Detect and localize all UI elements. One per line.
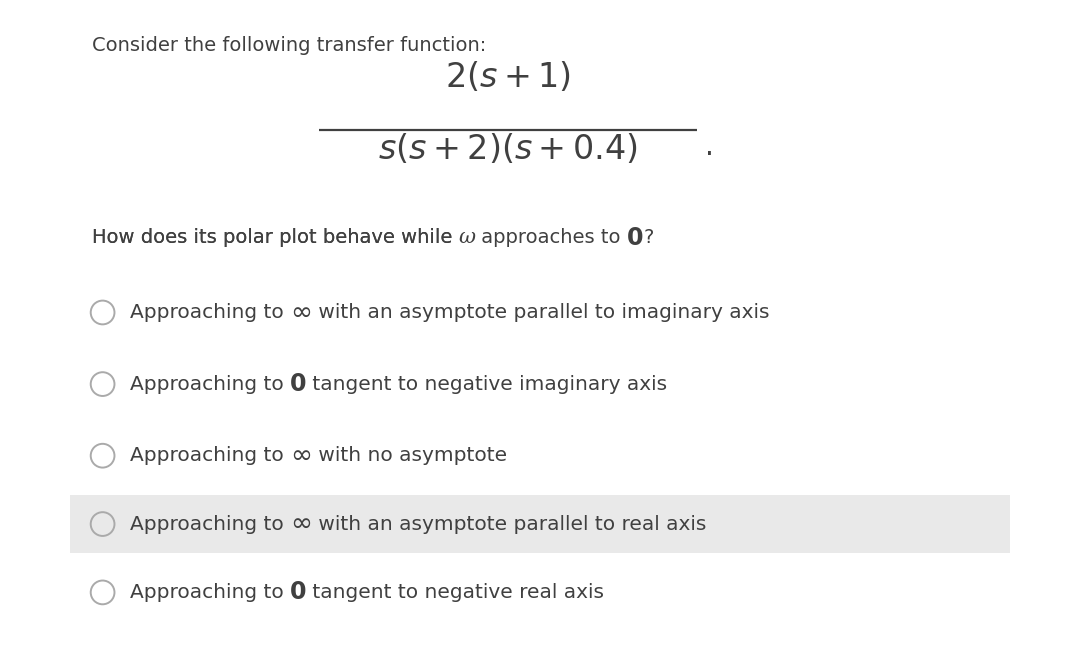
- Text: ?: ?: [644, 228, 654, 247]
- Text: How does its polar plot behave while ω approaches to: How does its polar plot behave while ω a…: [92, 228, 626, 247]
- Text: .: .: [705, 133, 714, 161]
- Text: Consider the following transfer function:: Consider the following transfer function…: [92, 36, 486, 55]
- Text: ∞: ∞: [289, 443, 312, 469]
- Text: ∞: ∞: [289, 299, 312, 326]
- Text: tangent to negative imaginary axis: tangent to negative imaginary axis: [307, 374, 667, 394]
- Text: tangent to negative real axis: tangent to negative real axis: [307, 583, 604, 602]
- Text: with no asymptote: with no asymptote: [312, 446, 507, 465]
- Text: Approaching to: Approaching to: [130, 514, 289, 534]
- Text: 0: 0: [627, 226, 644, 249]
- Text: ∞: ∞: [289, 511, 312, 537]
- Text: Approaching to: Approaching to: [130, 374, 289, 394]
- Text: approaches to: approaches to: [475, 228, 627, 247]
- Text: Approaching to: Approaching to: [130, 446, 289, 465]
- Text: How does its polar plot behave while: How does its polar plot behave while: [92, 228, 458, 247]
- Text: How does its polar plot behave while: How does its polar plot behave while: [92, 228, 458, 247]
- FancyBboxPatch shape: [70, 495, 1010, 553]
- Text: with an asymptote parallel to imaginary axis: with an asymptote parallel to imaginary …: [312, 303, 769, 322]
- Text: 0: 0: [289, 372, 307, 396]
- Text: Approaching to: Approaching to: [130, 583, 289, 602]
- Text: Approaching to: Approaching to: [130, 303, 289, 322]
- Text: $2(s+1)$: $2(s+1)$: [445, 61, 570, 94]
- Text: $s(s+2)(s+0.4)$: $s(s+2)(s+0.4)$: [378, 132, 637, 166]
- Text: with an asymptote parallel to real axis: with an asymptote parallel to real axis: [312, 514, 706, 534]
- Text: 0: 0: [289, 581, 307, 604]
- Text: ω: ω: [458, 228, 475, 247]
